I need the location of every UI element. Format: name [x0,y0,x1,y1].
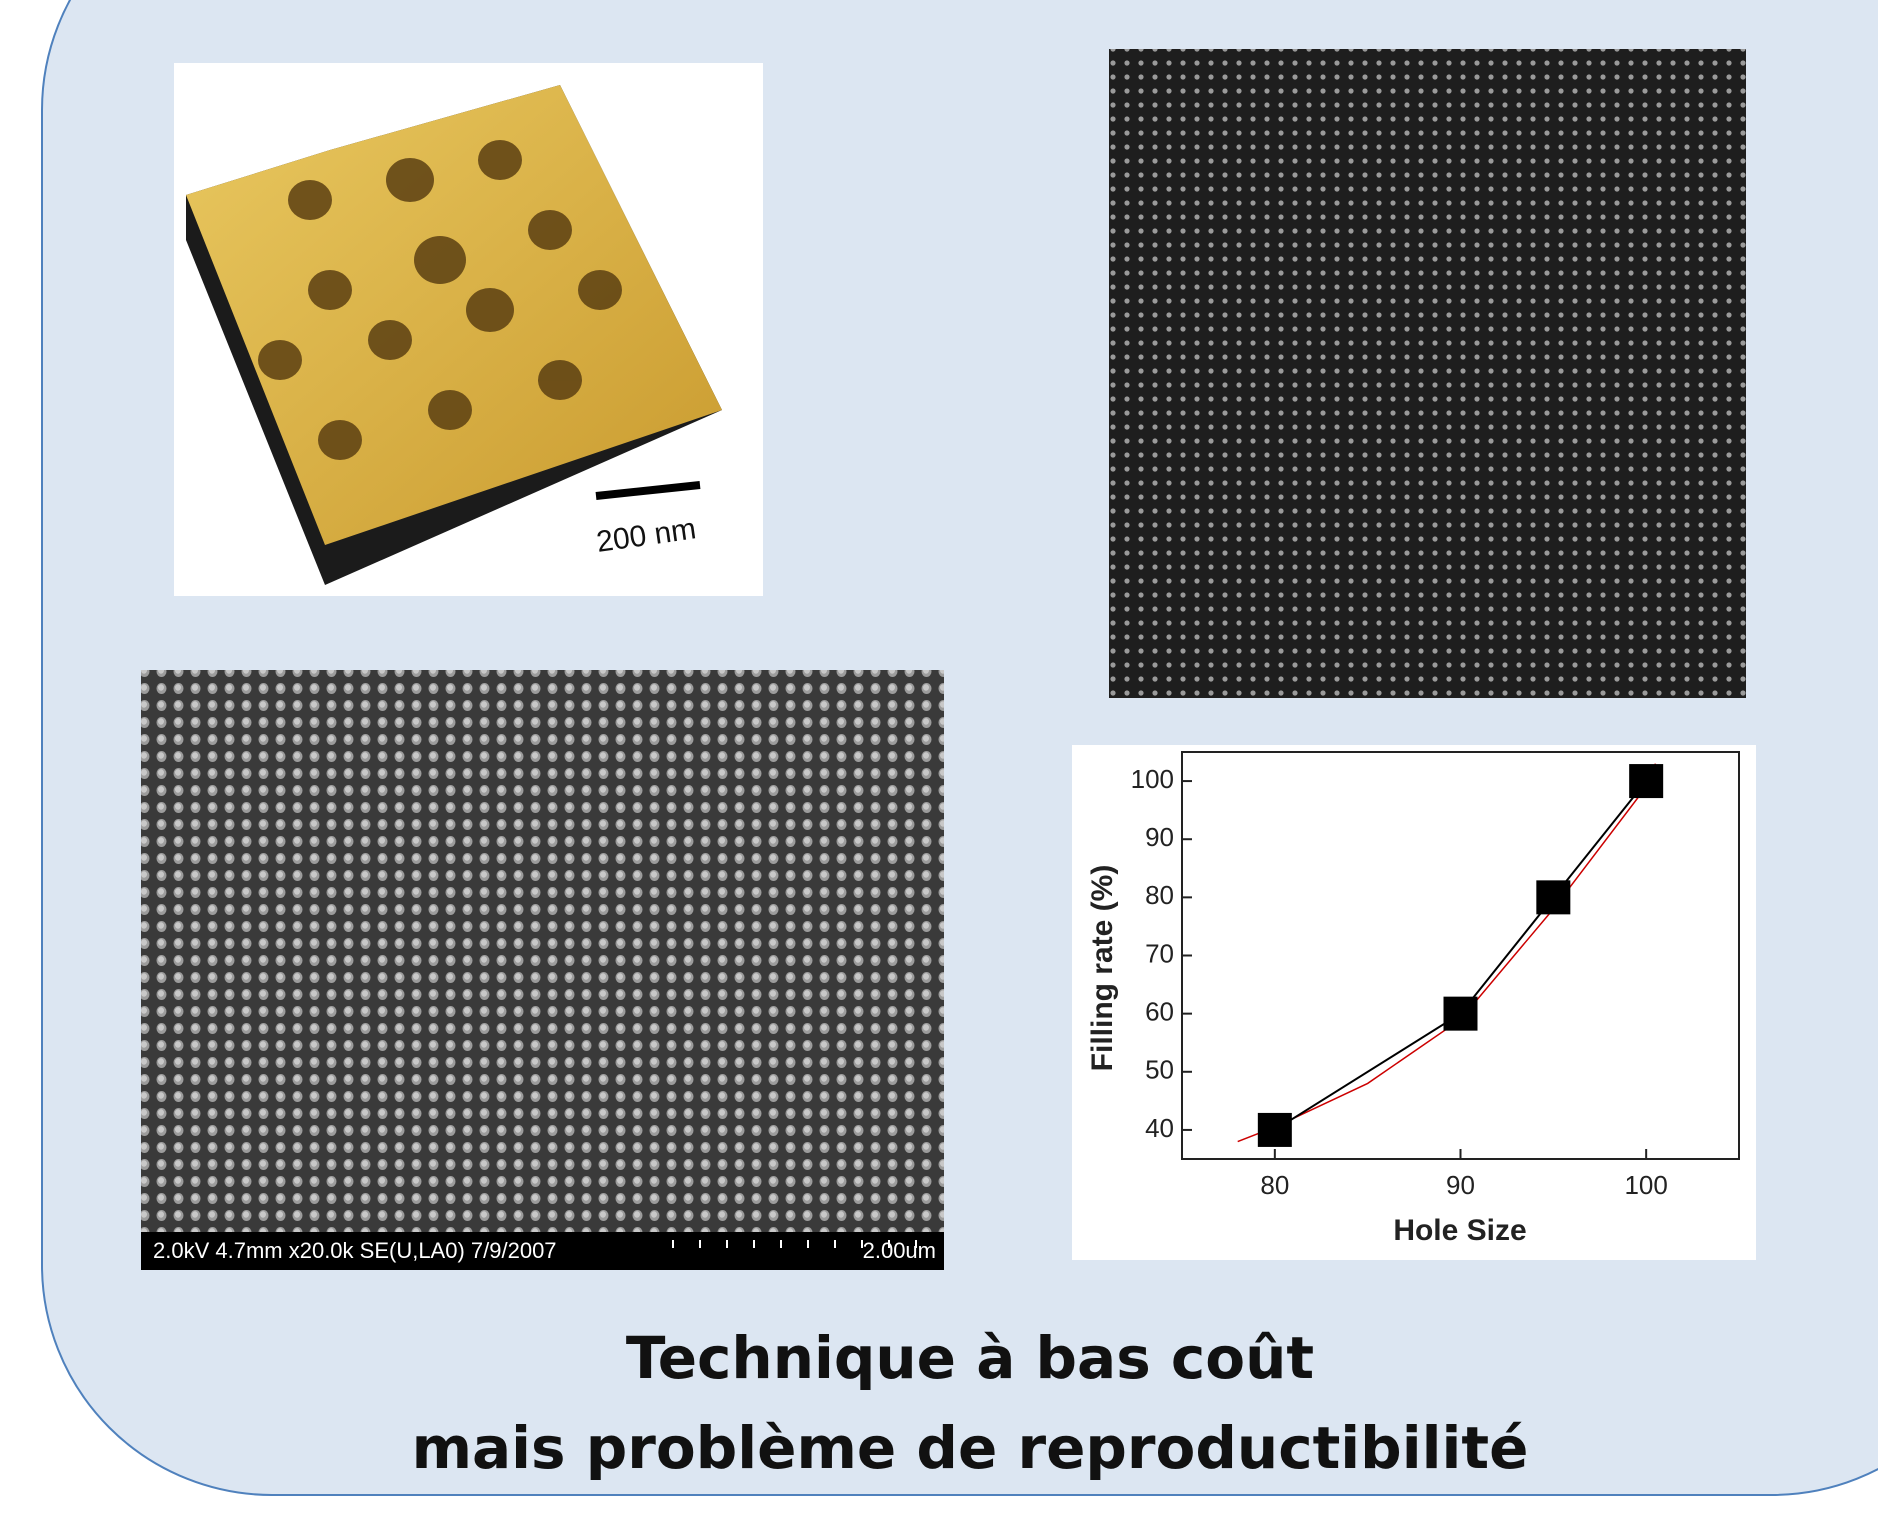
y-tick-label: 60 [1145,997,1174,1027]
y-tick-label: 100 [1131,764,1174,794]
data-point [1629,764,1664,799]
y-axis-title: Filling rate (%) [1086,865,1119,1072]
slide-title-line: Technique à bas coût [626,1324,1314,1392]
slide-title-line: mais problème de reproductibilité [412,1414,1529,1482]
chart-panel [1072,745,1756,1260]
y-tick-label: 80 [1145,880,1174,910]
sem-info: 2.0kV 4.7mm x20.0k SE(U,LA0) 7/9/2007 [153,1238,557,1263]
y-tick-label: 50 [1145,1055,1174,1085]
x-tick-label: 90 [1446,1170,1475,1200]
data-line [1274,780,1647,1131]
y-tick-label: 90 [1145,822,1174,852]
sem-image: 2.0kV 4.7mm x20.0k SE(U,LA0) 7/9/2007 2.… [141,670,944,1270]
x-tick-label: 100 [1624,1170,1667,1200]
y-tick-label: 70 [1145,938,1174,968]
sem-scale-label: 2.00um [863,1238,936,1263]
x-axis-title: Hole Size [1393,1214,1526,1247]
afm-image: 200 nm [174,63,763,596]
data-point [1536,880,1571,915]
dot-array-image [1109,49,1746,698]
data-point [1257,1112,1292,1147]
data-point [1443,996,1478,1031]
x-tick-label: 80 [1260,1170,1289,1200]
y-tick-label: 40 [1145,1113,1174,1143]
